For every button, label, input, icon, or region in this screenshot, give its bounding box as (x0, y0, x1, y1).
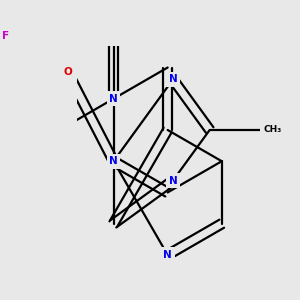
Text: CH₃: CH₃ (263, 125, 281, 134)
Text: F: F (2, 31, 9, 41)
Text: N: N (169, 74, 177, 84)
Text: N: N (163, 250, 172, 260)
Text: N: N (109, 94, 118, 104)
Text: N: N (109, 156, 118, 166)
Text: N: N (169, 176, 177, 185)
Text: O: O (63, 67, 72, 77)
